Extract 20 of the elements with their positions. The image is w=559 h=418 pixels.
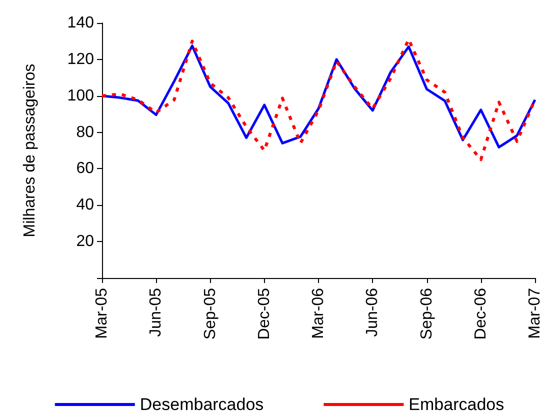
y-tick-label: 120 bbox=[67, 50, 94, 68]
y-axis-title: Milhares de passageiros bbox=[22, 64, 38, 238]
x-tick-label: Mar-06 bbox=[310, 288, 327, 339]
x-tick-label: Dec-05 bbox=[256, 288, 273, 340]
x-tick-label: Sep-06 bbox=[418, 288, 436, 340]
x-tick-label: Mar-07 bbox=[526, 288, 544, 339]
y-tick-label: 140 bbox=[67, 14, 94, 32]
y-tick-label: 60 bbox=[76, 160, 94, 178]
y-tick-label: 40 bbox=[76, 196, 94, 214]
y-tick-label: 100 bbox=[67, 87, 94, 104]
x-tick-label: Dec-06 bbox=[472, 288, 490, 340]
x-tick-label: Sep-05 bbox=[202, 288, 219, 340]
line-series bbox=[100, 38, 536, 162]
x-tick-label: Mar-05 bbox=[94, 288, 110, 339]
y-tick-label: 20 bbox=[76, 233, 94, 250]
y-tick-label: 80 bbox=[76, 124, 94, 141]
x-tick-label: Jun-06 bbox=[364, 288, 382, 337]
legend-label: Embarcados bbox=[408, 395, 504, 414]
legend-label: Desembarcados bbox=[140, 395, 264, 414]
x-tick-label: Jun-05 bbox=[148, 288, 165, 337]
